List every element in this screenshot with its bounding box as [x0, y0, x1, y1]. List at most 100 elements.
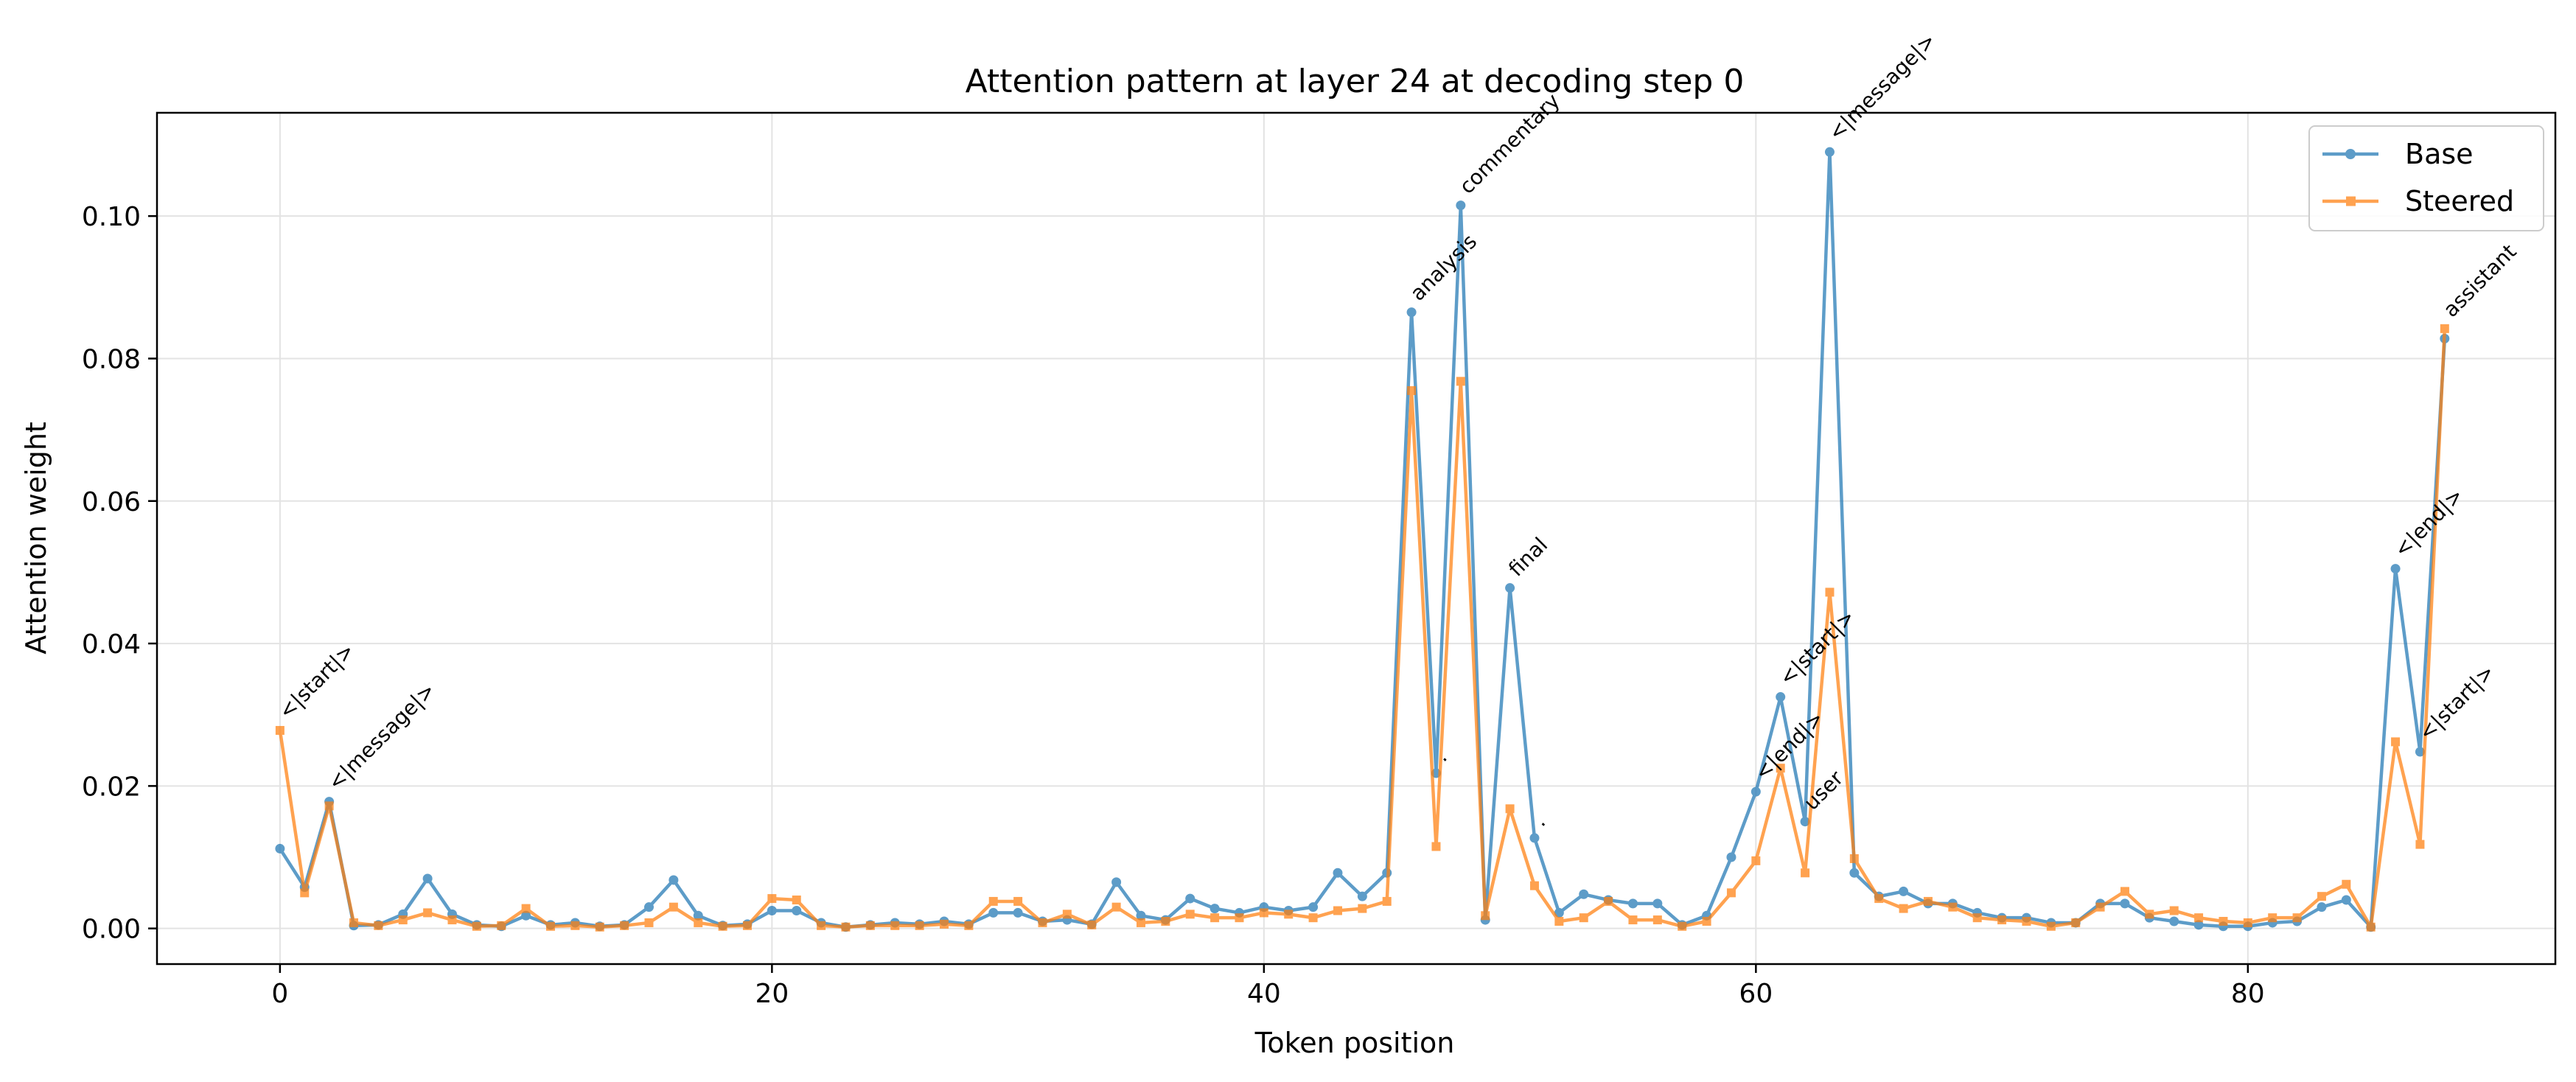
data-point	[643, 902, 654, 912]
data-point	[1136, 910, 1146, 921]
data-point	[1333, 868, 1343, 878]
data-point	[275, 843, 285, 854]
legend-label: Base	[2405, 138, 2474, 170]
data-point	[988, 907, 999, 918]
data-point	[2366, 922, 2376, 932]
data-point	[2169, 906, 2179, 915]
data-point	[1382, 896, 1392, 906]
data-point	[545, 921, 555, 931]
x-tick-label: 60	[1739, 979, 1773, 1009]
data-point	[2391, 737, 2401, 747]
data-point	[374, 921, 383, 930]
data-point	[1726, 888, 1736, 898]
data-point	[447, 915, 457, 925]
data-point	[1997, 915, 2007, 925]
data-point	[275, 725, 285, 735]
data-point	[1456, 200, 1466, 211]
data-point	[595, 922, 604, 932]
grid-lines	[157, 113, 2555, 964]
data-point	[324, 801, 334, 811]
data-point	[1087, 920, 1097, 929]
data-point	[1013, 907, 1023, 918]
data-point	[1406, 307, 1417, 318]
data-point	[472, 921, 481, 931]
data-point	[742, 921, 752, 930]
data-point	[521, 910, 531, 921]
data-point	[2145, 910, 2154, 919]
data-point	[1038, 918, 1047, 927]
data-point	[1899, 886, 1909, 896]
data-point	[1210, 904, 1220, 914]
data-point	[1948, 902, 1958, 912]
data-point	[1604, 896, 1613, 906]
data-point	[2022, 917, 2031, 926]
data-point	[1456, 377, 1465, 386]
data-point	[2219, 917, 2228, 926]
data-point	[2193, 920, 2204, 930]
x-tick-label: 40	[1247, 979, 1281, 1009]
y-tick-label: 0.10	[82, 202, 141, 232]
data-point	[349, 918, 358, 927]
data-point	[1505, 804, 1515, 814]
data-point	[2169, 916, 2179, 926]
data-point	[1013, 896, 1023, 906]
data-point	[693, 910, 703, 921]
data-point	[2342, 879, 2351, 889]
y-axis-label: Attention weight	[20, 422, 52, 655]
data-point	[1579, 889, 1589, 899]
data-point	[300, 888, 310, 898]
data-point	[423, 908, 433, 918]
data-point	[1923, 896, 1933, 906]
data-point	[1210, 913, 1220, 923]
data-point	[1308, 902, 1319, 912]
data-point	[817, 921, 826, 930]
data-point	[2317, 902, 2327, 912]
data-point	[1972, 913, 1982, 923]
data-point	[398, 915, 408, 925]
data-point	[620, 921, 629, 930]
data-point	[2046, 921, 2056, 931]
data-point	[2071, 918, 2081, 927]
data-point	[422, 873, 433, 884]
data-point	[1776, 692, 1786, 702]
data-point	[792, 906, 802, 916]
x-tick-label: 20	[755, 979, 789, 1009]
data-point	[1849, 854, 1859, 863]
data-point	[1824, 147, 1835, 157]
data-point	[1627, 898, 1638, 909]
data-point	[1431, 842, 1441, 851]
legend-box	[2308, 125, 2544, 231]
y-tick-label: 0.04	[82, 629, 141, 660]
data-point	[2095, 902, 2105, 912]
data-point	[2390, 564, 2401, 574]
data-point	[694, 918, 703, 927]
data-point	[1185, 910, 1195, 919]
data-point	[2120, 898, 2130, 909]
data-point	[841, 922, 851, 932]
data-point	[1357, 891, 1367, 901]
legend-label: Steered	[2405, 185, 2514, 217]
data-point	[1751, 856, 1761, 865]
x-tick-label: 80	[2231, 979, 2265, 1009]
data-point	[1751, 786, 1761, 797]
data-point	[1111, 902, 1121, 912]
legend-swatch-base	[2322, 149, 2378, 159]
data-point	[718, 921, 727, 931]
data-point	[669, 875, 679, 885]
y-tick-label: 0.00	[82, 915, 141, 945]
data-point	[1062, 910, 1072, 919]
data-point	[2341, 895, 2351, 905]
chart-title: Attention pattern at layer 24 at decodin…	[966, 63, 1745, 100]
data-point	[964, 921, 974, 930]
data-point	[865, 921, 875, 930]
data-point	[988, 896, 998, 906]
data-point	[1801, 868, 1810, 878]
data-point	[2415, 840, 2425, 849]
data-point	[1284, 910, 1294, 919]
data-point	[1800, 817, 1810, 827]
legend-marker	[2346, 196, 2356, 206]
data-point	[1825, 587, 1835, 597]
data-point	[1161, 917, 1170, 926]
data-point	[767, 894, 777, 904]
